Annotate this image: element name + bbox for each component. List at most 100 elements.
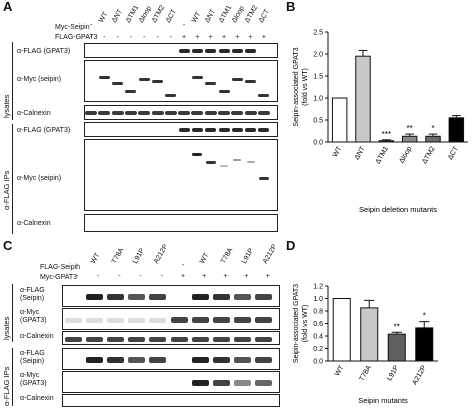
chart-d: 0.0 0.2 0.4 0.6 0.8 1.0 1.2 WT T78A ** L91P * A212P S… bbox=[293, 284, 438, 405]
panel-a-lysates-label: lysates bbox=[2, 94, 11, 118]
blot-a-lysate-flag bbox=[84, 43, 278, 58]
bar bbox=[360, 307, 379, 362]
blot-band bbox=[234, 357, 252, 363]
lane-symbol: + bbox=[235, 34, 240, 41]
blot-band bbox=[231, 49, 243, 53]
lane-label: A212P bbox=[262, 243, 279, 265]
x-tick-label: L91P bbox=[386, 364, 400, 382]
blot-a-lysate-calnexin bbox=[84, 105, 278, 120]
blot-band bbox=[218, 49, 230, 53]
blot-band bbox=[212, 380, 230, 386]
lane-label: WT bbox=[89, 252, 102, 265]
blot-band bbox=[165, 93, 177, 97]
y-axis-label: Seipin-associated GPAT3 bbox=[293, 47, 300, 126]
panel-a-ips-bracket bbox=[12, 124, 13, 234]
lane-label: T78A bbox=[110, 247, 126, 265]
blot-band bbox=[85, 336, 103, 342]
blot-band bbox=[85, 111, 97, 115]
blot-band bbox=[191, 111, 204, 115]
x-tick-label: ΔTM2 bbox=[421, 145, 436, 165]
blot-band bbox=[111, 111, 124, 115]
blot-band bbox=[64, 336, 82, 342]
blot-band bbox=[85, 317, 103, 323]
bar bbox=[448, 117, 465, 143]
lane-label: ΔTM2 bbox=[151, 4, 167, 24]
panel-letter-b: B bbox=[286, 0, 296, 14]
y-tick-label: 1.0 bbox=[313, 296, 323, 303]
blot-a-ip-calnexin bbox=[84, 214, 278, 232]
blot-band bbox=[231, 128, 243, 132]
y-tick-label: 1.2 bbox=[313, 284, 323, 291]
x-tick-label: ΔTM1 bbox=[375, 145, 390, 165]
blot-band bbox=[255, 294, 273, 300]
blot-band bbox=[149, 357, 167, 363]
blot-band bbox=[212, 317, 230, 323]
lane-symbol: - bbox=[156, 34, 159, 41]
panel-c-blot-label: α-FLAG (Seipin) bbox=[20, 350, 45, 365]
lane-symbol: + bbox=[195, 34, 200, 41]
lane-symbol: - bbox=[129, 34, 133, 41]
blot-band bbox=[258, 93, 270, 97]
bar bbox=[425, 135, 441, 143]
blot-band bbox=[170, 317, 188, 323]
significance-mark: * bbox=[423, 312, 426, 321]
lane-symbol: + bbox=[265, 273, 270, 280]
significance-mark: ** bbox=[394, 322, 400, 331]
panel-letter-d: D bbox=[286, 238, 296, 253]
blot-band bbox=[149, 317, 167, 323]
blot-band bbox=[85, 294, 103, 300]
y-tick-label: 2.5 bbox=[313, 30, 323, 37]
panel-a-blot-label: α-Myc (seipin) bbox=[17, 76, 62, 83]
blot-band bbox=[191, 128, 203, 132]
lane-symbol: + bbox=[202, 273, 207, 280]
blot-band bbox=[98, 111, 111, 115]
panel-a-blot-label: α-FLAG (GPAT3) bbox=[17, 127, 71, 134]
blot-band bbox=[124, 111, 137, 115]
x-tick-label: WT bbox=[334, 364, 346, 378]
blot-band bbox=[151, 111, 164, 115]
blot-band bbox=[106, 357, 124, 363]
panel-c-ips-bracket bbox=[12, 348, 13, 406]
y-axis-label: (fold vs WT) bbox=[302, 305, 309, 343]
y-tick-label: 0.2 bbox=[313, 346, 323, 353]
x-tick-label: ΔNT bbox=[354, 145, 367, 161]
lane-label: ΔCT bbox=[164, 8, 178, 24]
y-axis-label: (fold vs WT) bbox=[302, 68, 309, 106]
blot-band bbox=[212, 357, 230, 363]
blot-band bbox=[231, 111, 244, 115]
lane-symbol: - bbox=[75, 273, 79, 280]
panel-c-blot-label: α-Myc (GPAT3) bbox=[20, 372, 47, 387]
blot-band bbox=[233, 159, 242, 161]
y-tick-label: 0.6 bbox=[313, 321, 323, 328]
blot-c-ip-flag bbox=[62, 348, 280, 370]
blot-band bbox=[128, 317, 146, 323]
lane-symbol: - bbox=[160, 273, 163, 280]
lane-symbol: - bbox=[97, 273, 100, 280]
bar bbox=[415, 327, 434, 362]
myc-seipin-row-label: Myc-Seipin bbox=[55, 24, 90, 31]
lane-symbol: - bbox=[89, 34, 93, 41]
blot-band bbox=[191, 75, 203, 79]
y-axis-label: Seipin-associated GPAT3 bbox=[293, 284, 300, 363]
lane-label: L91P bbox=[241, 247, 256, 265]
panel-a-blot-label: α-Calnexin bbox=[17, 110, 51, 117]
blot-band bbox=[138, 111, 151, 115]
x-tick-label: Δloop bbox=[398, 145, 413, 164]
x-tick-label: ΔCT bbox=[447, 145, 460, 161]
chart-b: 0.0 0.5 1.0 1.5 2.0 2.5 WT ΔNT *** ΔTM1 ** Δloop * ΔT… bbox=[293, 30, 468, 214]
lane-symbol: + bbox=[182, 34, 187, 41]
lane-label: A212P bbox=[152, 243, 170, 265]
blot-band bbox=[212, 294, 230, 300]
blot-band bbox=[205, 49, 217, 53]
flag-gpat3-row-label: FLAG-GPAT3 bbox=[55, 34, 98, 41]
bar bbox=[387, 333, 406, 362]
blot-band bbox=[191, 336, 209, 342]
blot-a-ip-myc bbox=[84, 139, 278, 211]
significance-mark: *** bbox=[382, 130, 391, 139]
blot-band bbox=[205, 81, 217, 85]
panel-a-blot-label: α-Calnexin bbox=[17, 220, 51, 227]
lane-label: WT bbox=[97, 11, 110, 24]
blot-band bbox=[212, 336, 230, 342]
lane-symbol: - bbox=[89, 22, 93, 29]
blot-band bbox=[257, 111, 270, 115]
